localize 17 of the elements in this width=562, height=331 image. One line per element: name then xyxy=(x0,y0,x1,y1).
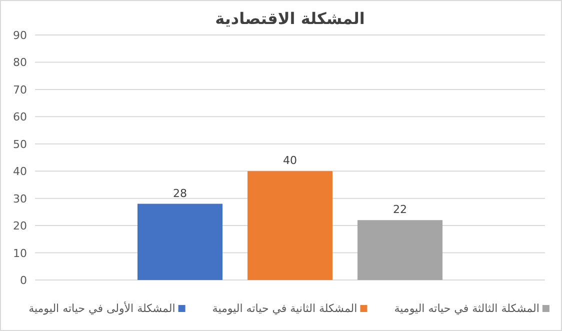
data-label: 28 xyxy=(173,186,187,200)
y-tick-label: 90 xyxy=(13,29,27,42)
y-tick-label: 10 xyxy=(13,246,27,260)
legend-label: المشكلة الثالثة في حياته اليومية xyxy=(394,302,540,315)
y-tick-label: 60 xyxy=(13,110,27,124)
data-label: 40 xyxy=(283,154,297,168)
y-tick-label: 30 xyxy=(13,192,27,206)
y-tick-label: 20 xyxy=(13,220,27,233)
legend-label: المشكلة الأولى في حياته اليومية xyxy=(28,301,176,315)
y-tick-label: 50 xyxy=(13,138,27,151)
data-label: 22 xyxy=(393,203,407,216)
y-tick-label: 40 xyxy=(13,165,27,178)
y-tick-label: 0 xyxy=(20,274,27,287)
title: المشكلة الاقتصادية xyxy=(215,9,365,28)
legend-label: المشكلة الثانية في حياته اليومية xyxy=(212,302,358,315)
y-tick-label: 80 xyxy=(13,56,27,70)
y-tick-label: 70 xyxy=(13,83,27,96)
